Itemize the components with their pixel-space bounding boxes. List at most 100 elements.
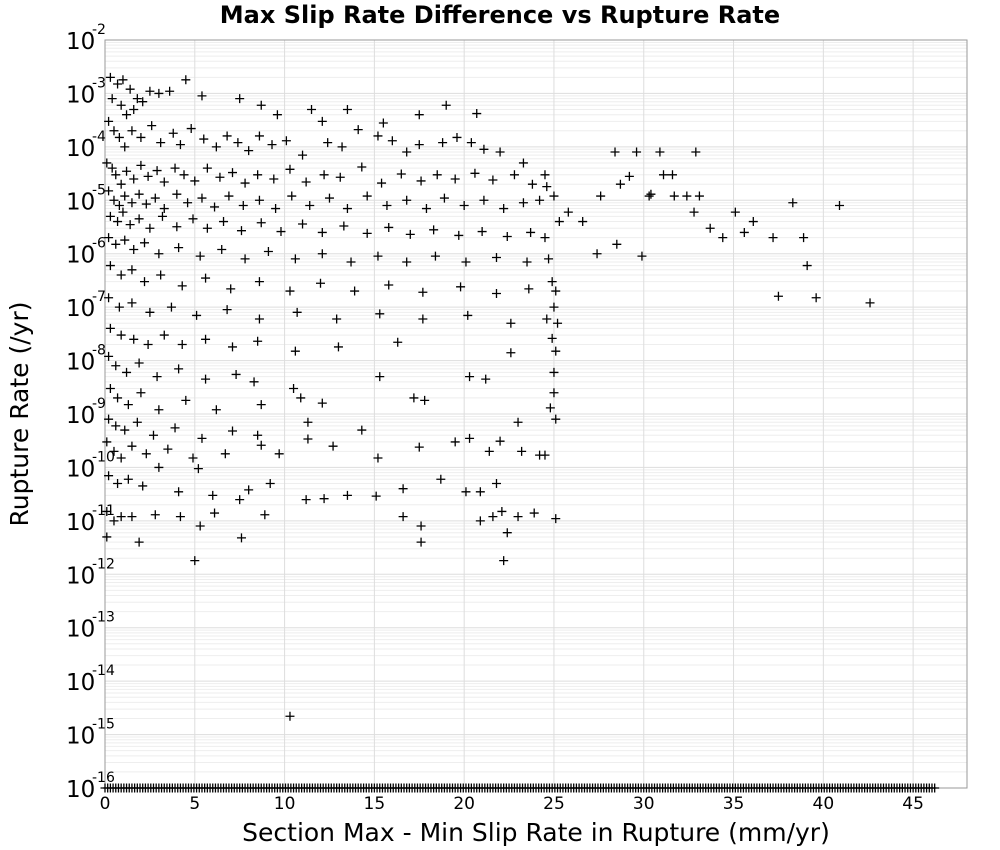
data-point <box>134 537 144 547</box>
data-point <box>145 307 155 317</box>
data-point <box>646 189 656 199</box>
data-point <box>140 238 150 248</box>
data-point <box>337 142 347 152</box>
data-point <box>470 168 480 178</box>
data-point <box>127 298 137 308</box>
data-point <box>102 158 112 168</box>
data-point <box>452 132 462 142</box>
data-point <box>116 330 126 340</box>
data-point <box>799 233 809 243</box>
x-axis-ticks: 0 5 10 15 20 25 30 35 40 45 <box>100 794 924 814</box>
data-point <box>104 233 114 243</box>
y-tick-exponent: -6 <box>92 236 106 252</box>
data-point <box>549 388 559 398</box>
data-point <box>111 421 121 431</box>
y-tick-exponent: -9 <box>92 396 106 412</box>
y-tick-base: 10 <box>66 82 95 108</box>
x-axis-label: Section Max - Min Slip Rate in Rupture (… <box>242 818 830 847</box>
data-point <box>353 125 363 135</box>
data-point <box>454 230 464 240</box>
data-point <box>612 239 622 249</box>
y-tick-label: 10-2 <box>66 22 106 55</box>
data-point <box>168 128 178 138</box>
data-point <box>141 199 151 209</box>
data-point <box>506 318 516 328</box>
x-tick-label: 20 <box>453 794 475 814</box>
data-point <box>272 110 282 120</box>
data-point <box>398 512 408 522</box>
data-point <box>224 191 234 201</box>
data-point <box>150 510 160 520</box>
data-point <box>472 109 482 119</box>
data-point <box>256 400 266 410</box>
data-point <box>256 440 266 450</box>
data-point <box>551 346 561 356</box>
data-point <box>694 191 704 201</box>
data-point <box>373 251 383 261</box>
data-point <box>682 191 692 201</box>
data-point <box>190 176 200 186</box>
y-tick-label: 10-3 <box>66 75 106 108</box>
data-point <box>256 218 266 228</box>
data-point <box>414 110 424 120</box>
data-point <box>475 516 485 526</box>
data-point <box>551 286 561 296</box>
data-point <box>461 257 471 267</box>
data-point <box>210 202 220 212</box>
data-point <box>193 464 203 474</box>
data-point <box>201 273 211 283</box>
y-tick-base: 10 <box>66 617 95 643</box>
data-point <box>177 339 187 349</box>
data-point <box>132 94 142 104</box>
data-point <box>491 252 501 262</box>
data-point <box>104 471 114 481</box>
data-point <box>491 479 501 489</box>
data-point <box>342 204 352 214</box>
data-point <box>201 334 211 344</box>
data-point <box>429 225 439 235</box>
y-tick-label: 10-15 <box>66 717 115 750</box>
data-point <box>116 100 126 110</box>
data-point <box>788 198 798 208</box>
data-point <box>116 179 126 189</box>
data-point <box>244 485 254 495</box>
data-point <box>513 417 523 427</box>
y-tick-label: 10-4 <box>66 129 106 162</box>
data-point <box>120 142 130 152</box>
x-tick-label: 10 <box>274 794 296 814</box>
data-point <box>502 528 512 538</box>
data-point <box>240 254 250 264</box>
data-point <box>393 337 403 347</box>
data-point <box>154 462 164 472</box>
data-point <box>120 191 130 201</box>
data-point <box>105 384 115 394</box>
data-point <box>382 200 392 210</box>
x-tick-label: 40 <box>813 794 835 814</box>
data-point <box>238 200 248 210</box>
data-point <box>659 170 669 180</box>
data-point <box>127 265 137 275</box>
data-point <box>517 446 527 456</box>
data-point <box>152 372 162 382</box>
data-point <box>488 175 498 185</box>
y-tick-label: 10-16 <box>66 770 115 803</box>
data-point <box>129 105 139 115</box>
data-point <box>416 521 426 531</box>
data-point <box>414 442 424 452</box>
y-tick-exponent: -10 <box>92 449 115 465</box>
data-point <box>281 136 291 146</box>
data-point <box>136 160 146 170</box>
data-point <box>249 377 259 387</box>
data-point <box>373 131 383 141</box>
data-point <box>409 393 419 403</box>
data-point <box>316 278 325 288</box>
data-point <box>102 506 112 516</box>
data-point <box>145 223 155 233</box>
data-point <box>491 289 501 299</box>
data-point <box>479 144 489 154</box>
data-point <box>324 193 334 203</box>
data-point <box>615 179 625 189</box>
y-tick-base: 10 <box>66 563 95 589</box>
data-point <box>292 307 302 317</box>
x-tick-label: 45 <box>902 794 924 814</box>
